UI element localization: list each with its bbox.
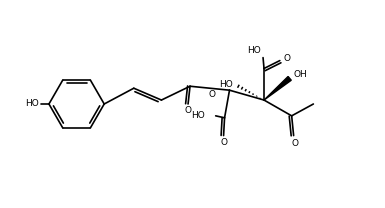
- Text: HO: HO: [191, 111, 205, 120]
- Text: O: O: [208, 90, 215, 99]
- Text: HO: HO: [219, 80, 233, 89]
- Text: HO: HO: [25, 99, 39, 109]
- Text: O: O: [291, 139, 298, 148]
- Text: O: O: [283, 54, 290, 63]
- Text: HO: HO: [247, 46, 261, 55]
- Polygon shape: [264, 77, 291, 100]
- Text: O: O: [184, 106, 192, 115]
- Text: O: O: [220, 138, 227, 147]
- Text: OH: OH: [294, 70, 307, 79]
